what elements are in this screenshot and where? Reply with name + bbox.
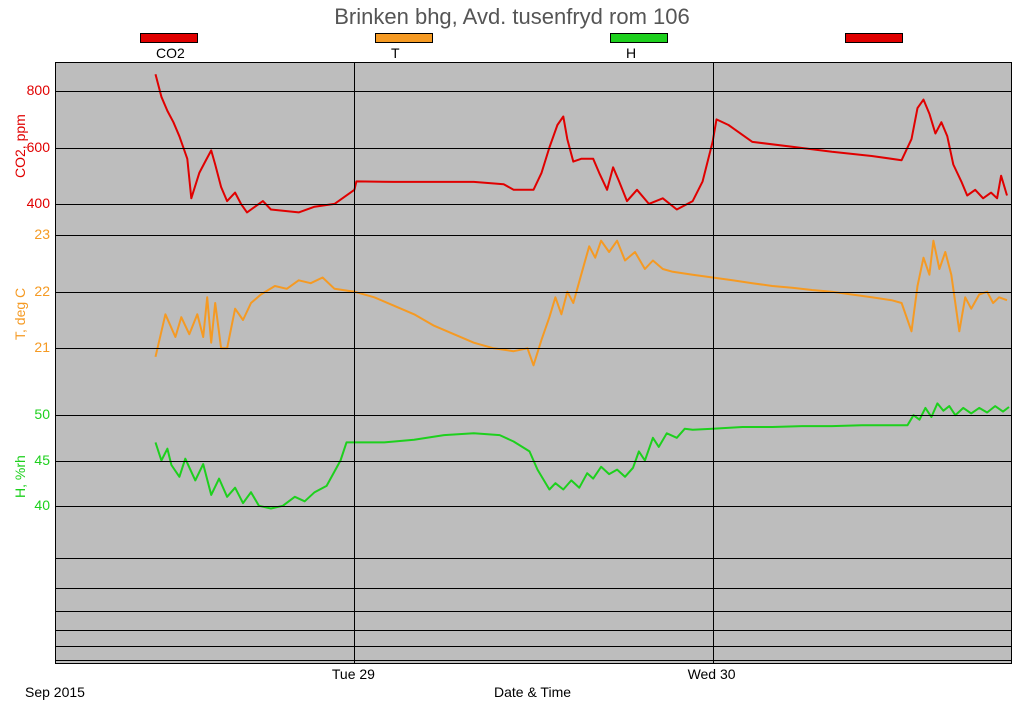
y-tick-label: 23: [10, 226, 50, 242]
x-gridline: [354, 63, 355, 663]
x-tick-label: Tue 29: [332, 666, 375, 682]
series-temp: [156, 241, 1008, 366]
legend-swatch-CO2: [140, 33, 198, 43]
y-tick-label: 800: [10, 82, 50, 98]
chart-container: Brinken bhg, Avd. tusenfryd rom 106 Sep …: [0, 0, 1024, 717]
legend-label-T: T: [391, 45, 400, 61]
extra-gridline: [56, 660, 1011, 661]
x-gridline: [713, 63, 714, 663]
y-gridline: [56, 148, 1011, 149]
plot-area: [55, 62, 1012, 664]
y-tick-label: 400: [10, 195, 50, 211]
extra-gridline: [56, 646, 1011, 647]
y-gridline: [56, 506, 1011, 507]
extra-gridline: [56, 630, 1011, 631]
extra-gridline: [56, 558, 1011, 559]
legend-label-H: H: [626, 45, 636, 61]
y-gridline: [56, 348, 1011, 349]
y-tick-label: 40: [10, 497, 50, 513]
y-gridline: [56, 415, 1011, 416]
legend-swatch-H: [610, 33, 668, 43]
x-axis-label: Date & Time: [494, 684, 571, 700]
plot-svg: [56, 63, 1011, 663]
chart-title: Brinken bhg, Avd. tusenfryd rom 106: [0, 4, 1024, 30]
y-gridline: [56, 235, 1011, 236]
legend-swatch-T: [375, 33, 433, 43]
y-axis-label-temp: T, deg C: [12, 288, 28, 340]
y-axis-label-co2: CO2, ppm: [12, 114, 28, 178]
extra-gridline: [56, 611, 1011, 612]
legend-swatch-extra: [845, 33, 903, 43]
y-gridline: [56, 292, 1011, 293]
y-tick-label: 50: [10, 406, 50, 422]
legend-label-CO2: CO2: [156, 45, 185, 61]
y-gridline: [56, 461, 1011, 462]
y-axis-label-hum: H, %rh: [12, 455, 28, 498]
y-gridline: [56, 204, 1011, 205]
extra-gridline: [56, 588, 1011, 589]
series-co2: [156, 74, 1008, 212]
series-hum: [156, 403, 1010, 508]
y-gridline: [56, 91, 1011, 92]
x-tick-label: Wed 30: [688, 666, 736, 682]
x-month-label: Sep 2015: [25, 684, 85, 700]
y-tick-label: 21: [10, 339, 50, 355]
